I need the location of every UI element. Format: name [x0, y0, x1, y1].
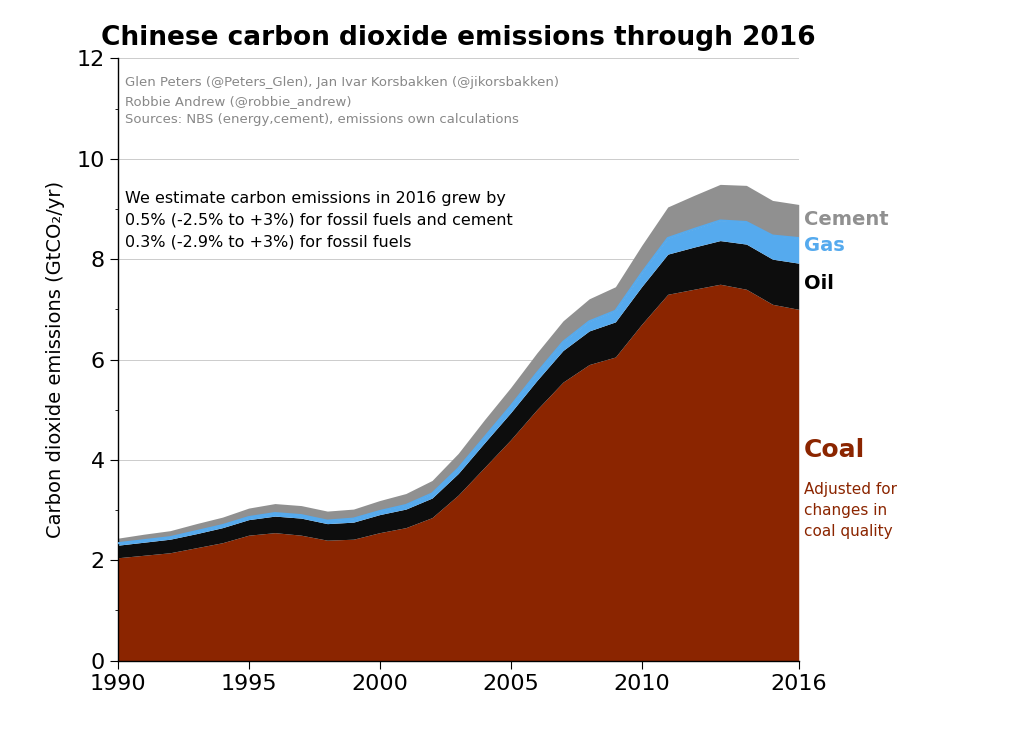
- Text: Glen Peters (@Peters_Glen), Jan Ivar Korsbakken (@jikorsbakken)
Robbie Andrew (@: Glen Peters (@Peters_Glen), Jan Ivar Kor…: [125, 77, 558, 126]
- Text: Coal: Coal: [804, 438, 865, 462]
- Y-axis label: Carbon dioxide emissions (GtCO₂/yr): Carbon dioxide emissions (GtCO₂/yr): [46, 181, 66, 538]
- Text: We estimate carbon emissions in 2016 grew by
0.5% (-2.5% to +3%) for fossil fuel: We estimate carbon emissions in 2016 gre…: [125, 191, 512, 249]
- Text: Oil: Oil: [804, 274, 834, 293]
- Text: Adjusted for
changes in
coal quality: Adjusted for changes in coal quality: [804, 482, 897, 539]
- Title: Chinese carbon dioxide emissions through 2016: Chinese carbon dioxide emissions through…: [101, 25, 815, 50]
- Text: Gas: Gas: [804, 236, 845, 255]
- Text: Cement: Cement: [804, 210, 889, 229]
